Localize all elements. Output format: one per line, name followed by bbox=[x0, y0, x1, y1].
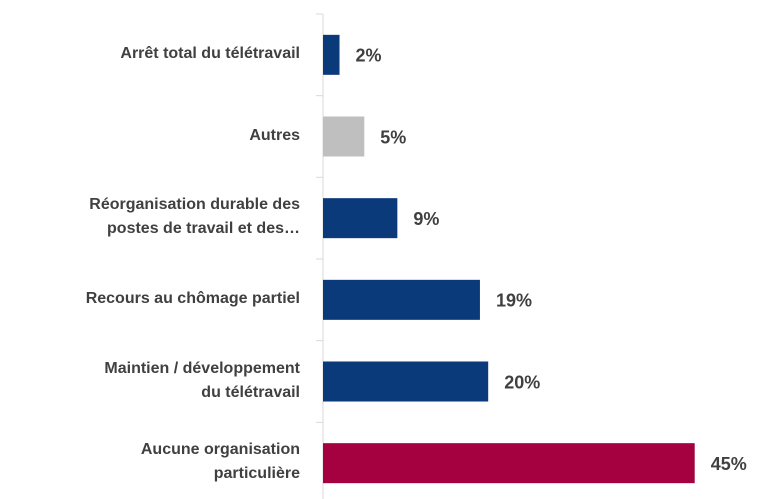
value-label: 19% bbox=[496, 291, 532, 311]
value-label: 45% bbox=[711, 454, 747, 474]
bar bbox=[323, 443, 695, 484]
bar bbox=[323, 198, 398, 239]
bar bbox=[323, 116, 365, 157]
category-label: Maintien / développement du télétravail bbox=[104, 359, 300, 401]
bar bbox=[323, 361, 489, 402]
category-label: Aucune organisation particulière bbox=[140, 441, 300, 483]
value-label: 5% bbox=[380, 127, 406, 147]
bar bbox=[323, 34, 340, 75]
category-label: Arrêt total du télétravail bbox=[120, 44, 300, 62]
value-label: 2% bbox=[356, 46, 382, 66]
category-label: Recours au chômage partiel bbox=[85, 289, 300, 307]
bar bbox=[323, 279, 480, 320]
value-label: 20% bbox=[504, 372, 540, 392]
category-label: Autres bbox=[249, 126, 300, 144]
category-label: Réorganisation durable des postes de tra… bbox=[89, 196, 300, 238]
value-label: 9% bbox=[413, 209, 439, 229]
